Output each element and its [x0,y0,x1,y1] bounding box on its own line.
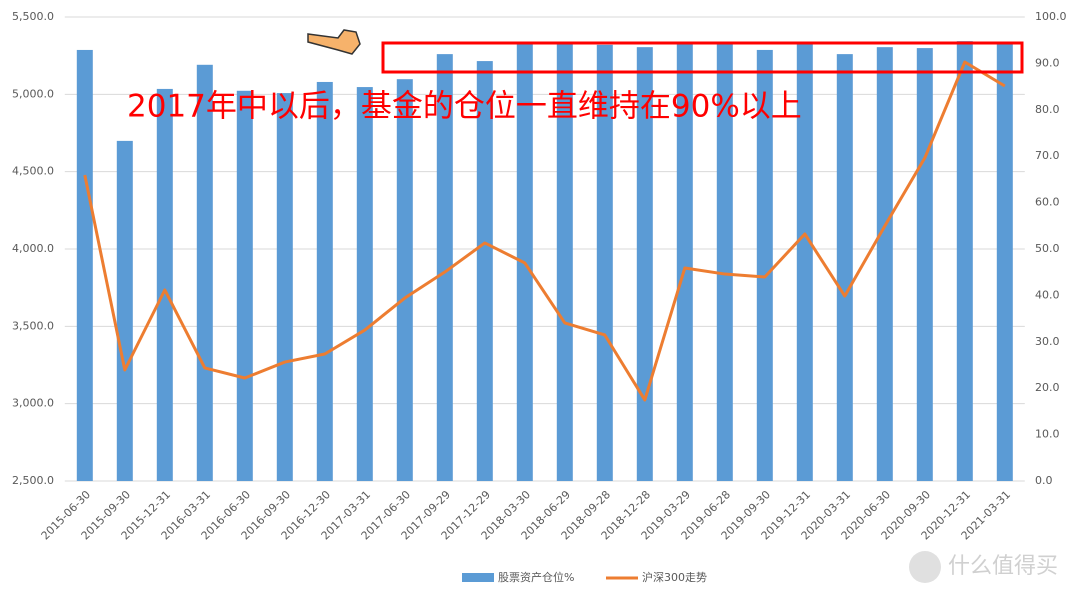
bar [836,54,853,482]
annotation: 2017年中以后，基金的仓位一直维持在90%以上 [127,89,802,125]
bar [956,41,973,482]
y-tick-label: 5,000.0 [12,87,54,100]
bar [716,42,733,482]
bar [316,81,333,482]
bar [596,44,613,482]
y2-tick-label: 80.0 [1035,103,1060,116]
bar [676,42,693,482]
bar [636,47,653,481]
bar [756,49,773,481]
y2-tick-label: 30.0 [1035,335,1060,348]
y2-tick-label: 100.0 [1035,10,1067,23]
bar [796,42,813,482]
watermark-logo [909,551,941,583]
y-tick-label: 3,500.0 [12,319,54,332]
bar [76,49,93,481]
y-tick-label: 2,500.0 [12,474,54,487]
legend-swatch [462,573,494,582]
bar [156,88,173,482]
bar [436,54,453,482]
bar [996,42,1013,482]
bar [276,93,293,481]
bar [236,90,253,481]
bar [196,64,213,482]
legend-label: 沪深300走势 [642,570,707,584]
y2-tick-label: 40.0 [1035,288,1060,301]
bar [556,42,573,482]
y2-tick-label: 20.0 [1035,381,1060,394]
legend-label: 股票资产仓位% [498,570,574,584]
y2-tick-label: 50.0 [1035,242,1060,255]
y-tick-label: 3,000.0 [12,397,54,410]
bar [876,47,893,481]
y2-tick-label: 0.0 [1035,474,1053,487]
y-tick-label: 5,500.0 [12,10,54,23]
y2-tick-label: 70.0 [1035,149,1060,162]
y2-tick-label: 90.0 [1035,56,1060,69]
bar [396,79,413,482]
y-tick-label: 4,000.0 [12,242,54,255]
y2-tick-label: 10.0 [1035,428,1060,441]
highlight-box [381,41,1024,74]
pointer-icon [307,29,361,55]
y-tick-label: 4,500.0 [12,165,54,178]
bar [916,48,933,481]
bar [476,61,493,482]
line [83,60,1006,402]
y2-tick-label: 60.0 [1035,196,1060,209]
watermark: 什么值得买 [948,554,1058,579]
bar [356,87,373,482]
bar [116,140,133,481]
